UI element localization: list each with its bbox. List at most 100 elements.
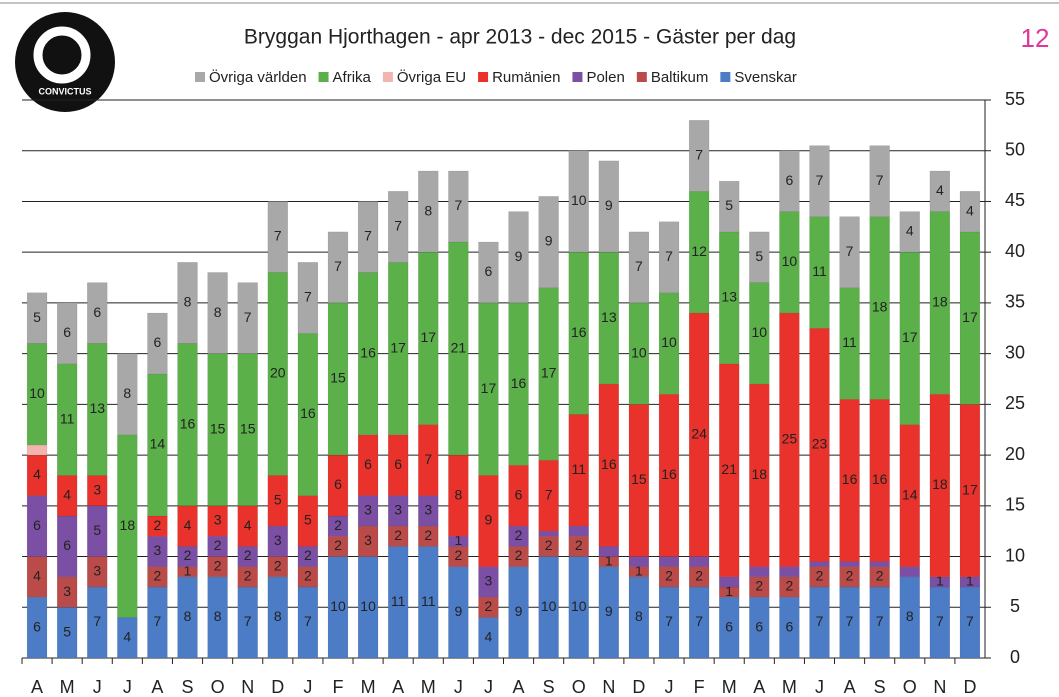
data-label: 8: [454, 486, 462, 502]
x-tick-label: O: [903, 677, 917, 697]
data-label: 5: [304, 512, 312, 528]
logo: CONVICTUS: [15, 12, 115, 112]
data-label: 2: [334, 517, 342, 533]
x-tick-label: J: [484, 677, 493, 697]
bar-segment: [658, 556, 680, 567]
legend: Övriga världen Afrika Övriga EU Rumänien Pol…: [195, 68, 797, 86]
data-label: 10: [571, 192, 587, 208]
data-label: 7: [816, 613, 824, 629]
legend-label: Rumänien: [492, 69, 560, 86]
bar-segment: [357, 556, 379, 659]
data-label: 7: [876, 172, 884, 188]
data-label: 18: [932, 476, 948, 492]
y-tick-label: 50: [1005, 139, 1025, 159]
bar-segment: [628, 556, 650, 567]
y-tick-label: 25: [1005, 393, 1025, 413]
bar-segment: [448, 546, 469, 567]
legend-swatch: [636, 72, 647, 82]
bar-segment: [899, 566, 920, 578]
data-label: 7: [364, 228, 372, 244]
data-label: 2: [545, 537, 553, 553]
data-label: 2: [304, 547, 312, 563]
bar-segment: [688, 556, 710, 567]
x-tick-label: O: [572, 677, 586, 697]
bar-segment: [839, 561, 860, 567]
x-tick-label: J: [454, 677, 463, 697]
data-label: 15: [631, 471, 647, 487]
data-label: 1: [454, 532, 462, 548]
bar-segment: [538, 196, 559, 288]
bar-segment: [538, 530, 559, 537]
y-tick-label: 45: [1005, 190, 1025, 210]
data-label: 6: [515, 486, 523, 502]
data-label: 17: [481, 380, 497, 396]
data-label: 11: [842, 334, 857, 350]
data-label: 15: [330, 370, 346, 386]
legend-label: Baltikum: [651, 69, 709, 86]
data-label: 8: [123, 385, 131, 401]
data-label: 2: [214, 537, 222, 553]
y-tick-label: 35: [1005, 292, 1025, 312]
data-label: 25: [782, 431, 798, 447]
x-tick-label: S: [543, 677, 555, 697]
legend-swatch: [478, 72, 489, 82]
data-label: 3: [394, 502, 402, 518]
data-label: 7: [244, 613, 252, 629]
data-label: 3: [274, 532, 282, 548]
data-label: 10: [330, 598, 346, 614]
data-label: 4: [123, 628, 131, 644]
bar-segment: [387, 191, 409, 263]
bar-segment: [568, 556, 589, 659]
data-label: 16: [842, 471, 858, 487]
bar-segment: [207, 272, 228, 354]
bar-segment: [56, 302, 78, 365]
logo-ring: [33, 26, 91, 84]
data-label: 7: [966, 613, 974, 629]
data-label: 11: [391, 593, 406, 609]
bar-segment: [568, 150, 589, 253]
data-label: 11: [421, 593, 436, 609]
data-label: 17: [541, 365, 557, 381]
x-tick-label: D: [632, 677, 645, 697]
bar-segment: [899, 211, 920, 253]
data-label: 8: [906, 608, 914, 624]
bar-segment: [719, 231, 740, 365]
bar-segment: [749, 231, 770, 283]
bar-segment: [688, 120, 710, 192]
data-label: 1: [605, 552, 613, 568]
data-label: 1: [725, 583, 733, 599]
data-label: 5: [63, 623, 71, 639]
data-label: 4: [184, 517, 192, 533]
page-number: 12: [1021, 23, 1050, 53]
data-label: 16: [661, 466, 677, 482]
data-label: 3: [214, 512, 222, 528]
data-label: 7: [274, 228, 282, 244]
bar-segment: [779, 150, 800, 212]
data-label: 4: [33, 466, 41, 482]
data-label: 12: [691, 243, 707, 259]
data-label: 5: [33, 309, 41, 325]
data-label: 21: [721, 461, 737, 477]
bar-segment: [658, 221, 680, 294]
legend-label: Polen: [586, 69, 624, 86]
data-label: 7: [665, 248, 673, 264]
data-label: 8: [274, 608, 282, 624]
data-label: 4: [936, 182, 944, 198]
data-label: 6: [334, 476, 342, 492]
data-label: 3: [93, 481, 101, 497]
bar-segment: [839, 216, 860, 288]
data-label: 18: [872, 299, 888, 315]
bar-segment: [959, 191, 981, 233]
data-label: 3: [93, 562, 101, 578]
data-label: 7: [424, 451, 432, 467]
bar-segment: [598, 160, 620, 253]
y-tick-label: 55: [1005, 89, 1025, 109]
bar-segment: [779, 566, 800, 578]
data-label: 5: [93, 522, 101, 538]
data-label: 7: [334, 258, 342, 274]
legend-label: Svenskar: [734, 69, 797, 86]
data-label: 3: [154, 542, 162, 558]
data-label: 2: [695, 568, 703, 584]
data-label: 9: [454, 603, 462, 619]
